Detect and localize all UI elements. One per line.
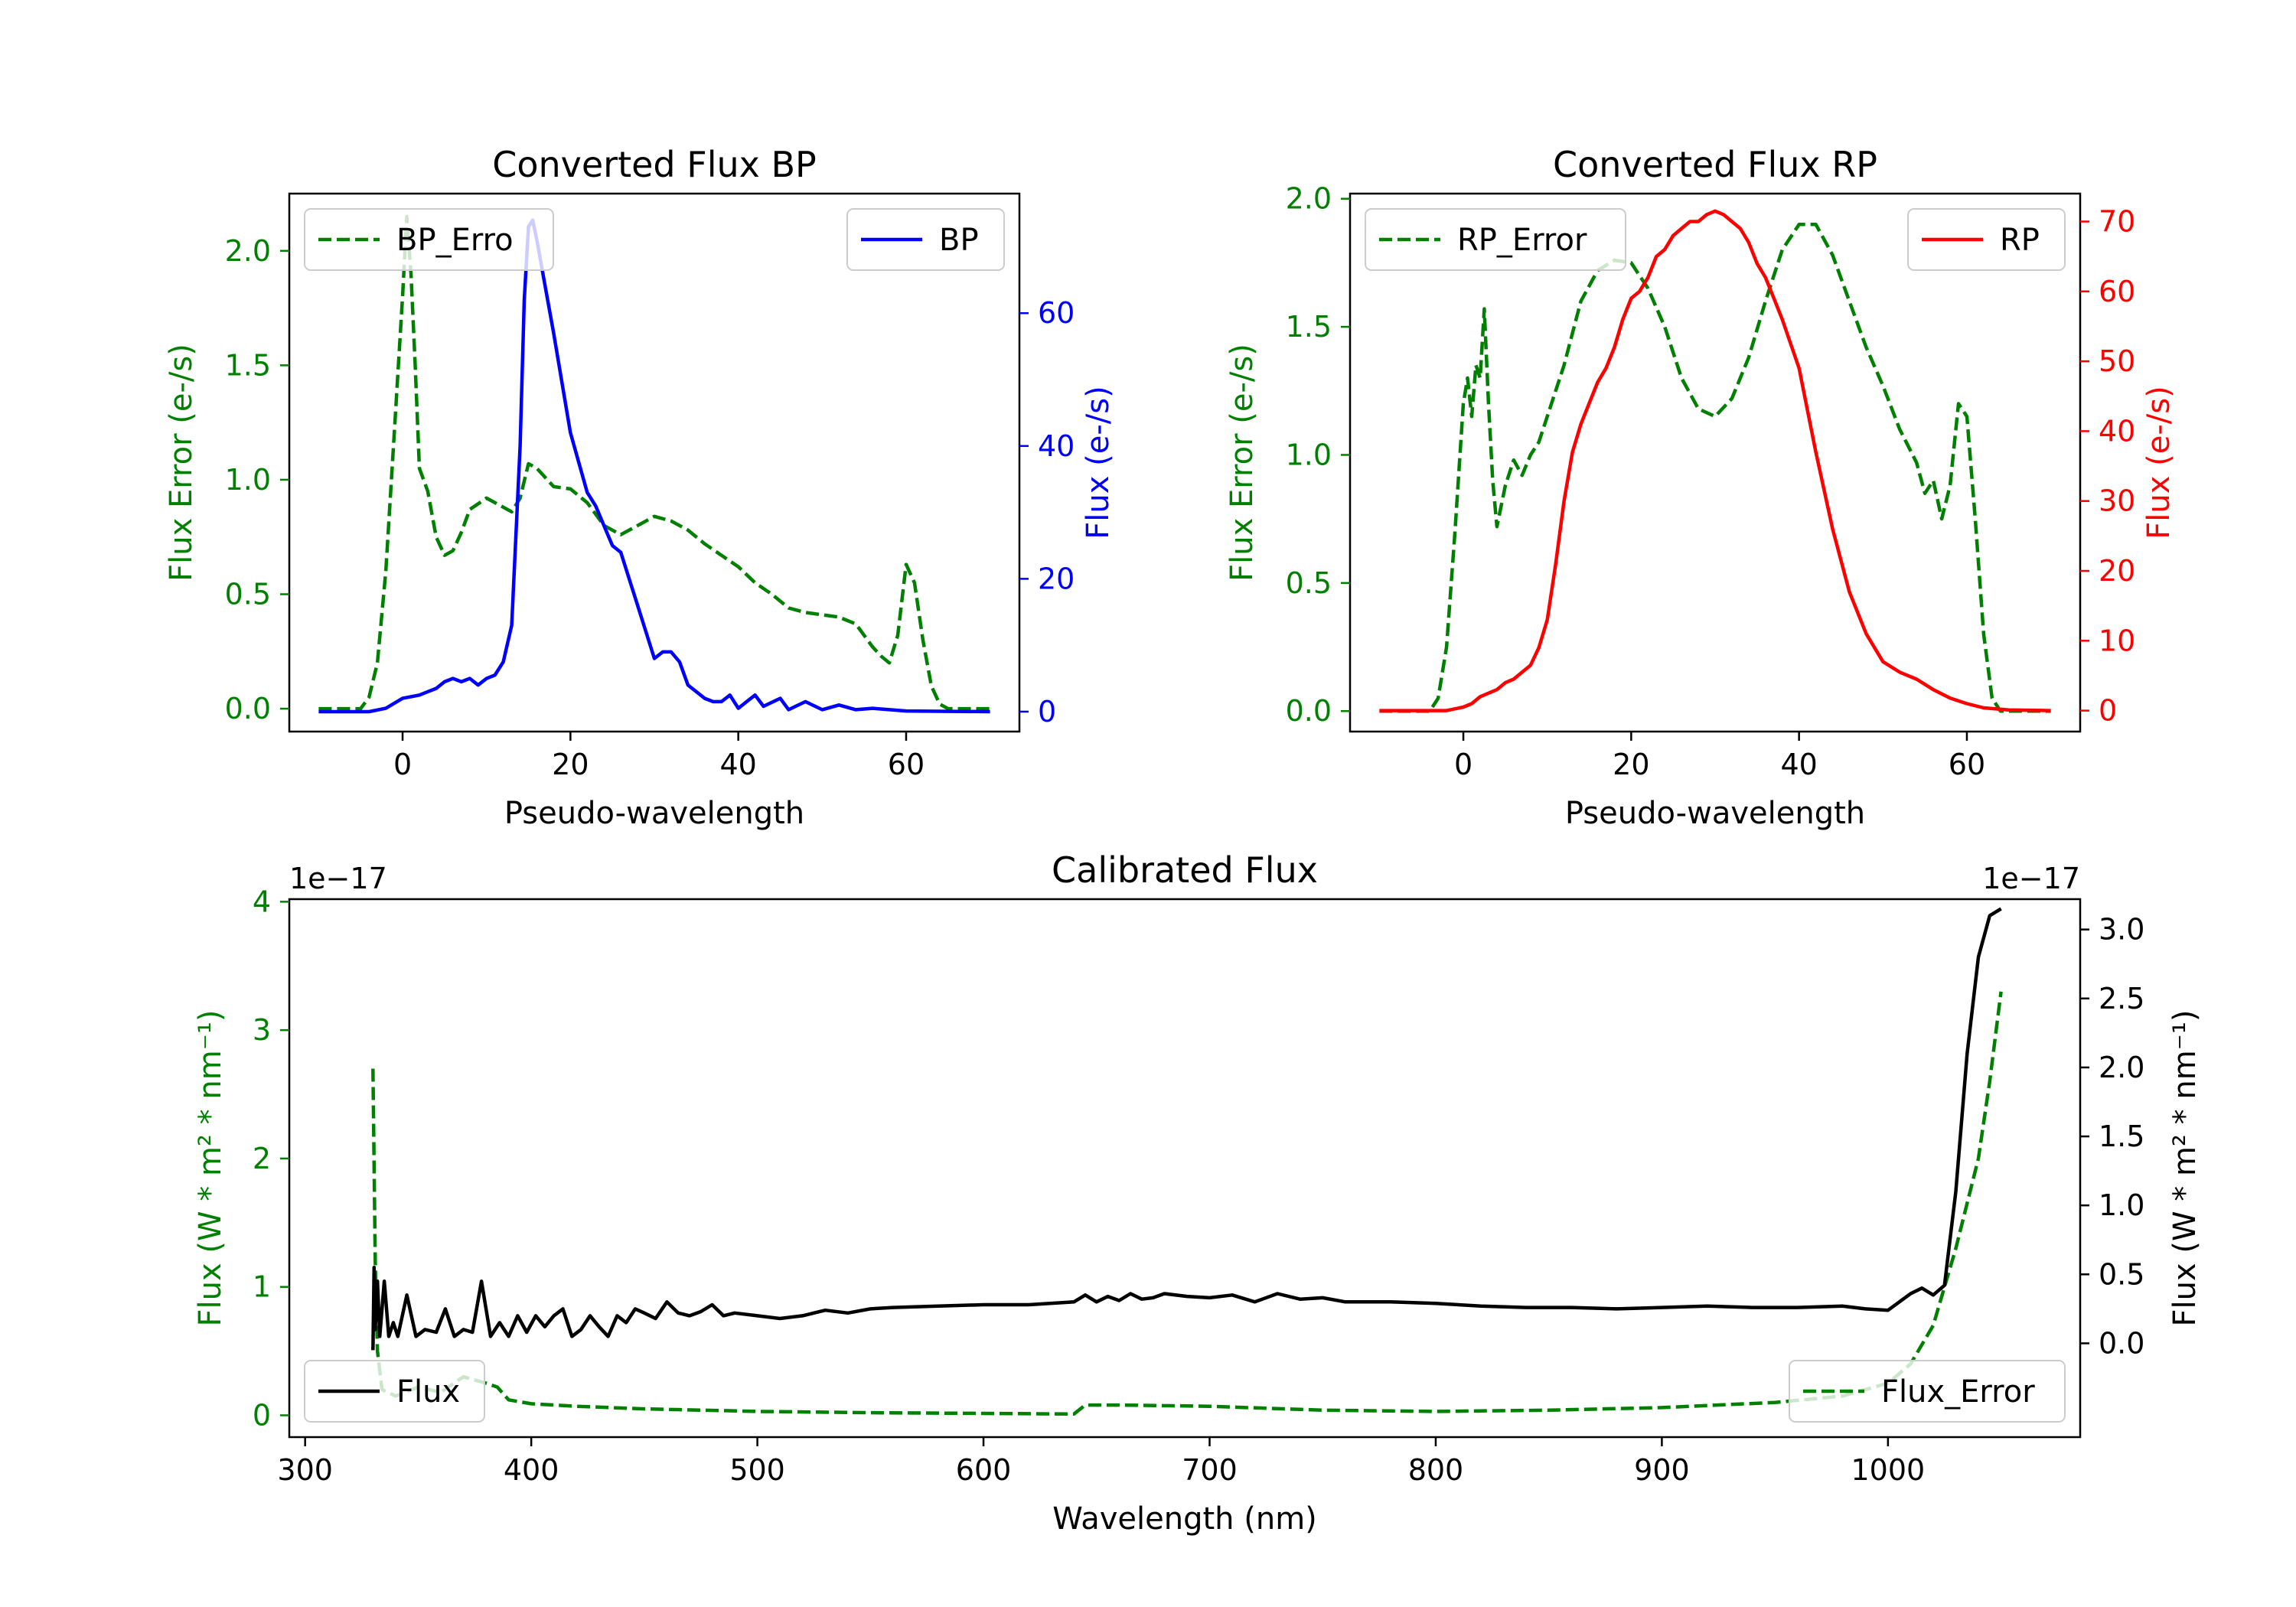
bp-ytick-left-label: 1.0	[225, 463, 271, 497]
rp-legend-right-box	[1907, 208, 2066, 271]
bp-ytick-right-label: 0	[1038, 695, 1056, 729]
rp-ylabel-right: Flux (e-/s)	[2141, 386, 2177, 539]
panel-rp: 0 20 40 60 0.0 0.5 1.0 1.5 2.0 0 10 20 30 40 50 60 70 Con…	[1225, 144, 2177, 831]
calibrated-legend-left-box	[304, 1360, 485, 1423]
bp-legend-right: BP	[846, 208, 1005, 271]
calibrated-ytick-right-label: 1.5	[2099, 1120, 2144, 1153]
bp-ytick-right-label: 60	[1038, 296, 1075, 330]
bp-ytick-left-label: 0.0	[225, 692, 271, 725]
calibrated-xtick-label: 600	[956, 1453, 1012, 1487]
calibrated-legend-right: Flux_Error	[1789, 1360, 2066, 1423]
rp-xtick-label: 20	[1613, 748, 1649, 781]
rp-xlabel: Pseudo-wavelength	[1565, 796, 1865, 831]
rp-ylabel-left: Flux Error (e-/s)	[1225, 344, 1260, 582]
rp-axes-frame	[1349, 192, 2082, 733]
rp-ytick-left-label: 1.0	[1286, 438, 1332, 471]
calibrated-ytick-right-label: 2.0	[2099, 1051, 2144, 1084]
rp-legend-left-label: RP_Error	[1457, 223, 1587, 258]
bp-xtick-label: 0	[393, 748, 412, 781]
bp-ytick-right-label: 20	[1038, 562, 1075, 595]
bp-xtick-label: 40	[719, 748, 756, 781]
rp-xtick-label: 0	[1454, 748, 1473, 781]
panel-bp: 0 20 40 60 0.0 0.5 1.0 1.5 2.0 0 20 40 60 Converted F…	[164, 144, 1116, 831]
calibrated-offset-right: 1e−17	[1982, 862, 2080, 895]
calibrated-ytick-right-label: 0.0	[2099, 1326, 2144, 1360]
calibrated-xtick-label: 500	[729, 1453, 785, 1487]
rp-ytick-right-label: 60	[2099, 275, 2135, 308]
rp-title: Converted Flux RP	[1553, 144, 1877, 185]
calibrated-ytick-right-label: 1.0	[2099, 1188, 2144, 1222]
bp-xtick-label: 60	[888, 748, 925, 781]
rp-ytick-left-label: 1.5	[1286, 310, 1332, 344]
bp-legend-left-label: BP_Erro	[396, 223, 514, 258]
calibrated-offset-left: 1e−17	[289, 862, 387, 895]
bp-series-bp-error	[318, 214, 990, 711]
calibrated-xtick-label: 1000	[1851, 1453, 1926, 1487]
calibrated-xtick-label: 700	[1182, 1453, 1238, 1487]
calibrated-xtick-label: 400	[504, 1453, 559, 1487]
bp-legend-right-label: BP	[939, 223, 979, 258]
rp-legend-right: RP	[1907, 208, 2066, 271]
rp-ytick-right-label: 30	[2099, 484, 2135, 518]
bp-ylabel-right: Flux (e-/s)	[1081, 386, 1116, 539]
calibrated-legend-left-label: Flux	[396, 1374, 460, 1410]
rp-ytick-left-label: 0.5	[1286, 566, 1332, 600]
calibrated-ytick-right-label: 0.5	[2099, 1257, 2144, 1291]
rp-legend-right-label: RP	[2000, 223, 2040, 258]
bp-axes-frame	[288, 192, 1021, 733]
calibrated-series-flux	[371, 907, 2002, 1351]
rp-ytick-right-label: 70	[2099, 205, 2135, 239]
calibrated-xtick-label: 900	[1634, 1453, 1690, 1487]
calibrated-ytick-right-label: 3.0	[2099, 913, 2144, 947]
rp-series-rp-error	[1379, 222, 2051, 713]
calibrated-ytick-left-label: 3	[253, 1013, 271, 1047]
bp-ylabel-left: Flux Error (e-/s)	[164, 344, 199, 582]
calibrated-xtick-label: 300	[277, 1453, 333, 1487]
calibrated-ytick-right-label: 2.5	[2099, 982, 2144, 1015]
bp-legend-left: BP_Erro	[304, 208, 554, 271]
bp-series-bp	[318, 218, 990, 714]
rp-ytick-right-label: 10	[2099, 624, 2135, 657]
calibrated-title: Calibrated Flux	[1052, 849, 1318, 891]
bp-xtick-label: 20	[552, 748, 589, 781]
rp-series-rp	[1379, 209, 2051, 712]
calibrated-legend-left: Flux	[304, 1360, 485, 1423]
bp-ytick-right-label: 40	[1038, 429, 1075, 463]
bp-ytick-left-label: 2.0	[225, 234, 271, 268]
bp-xlabel: Pseudo-wavelength	[504, 796, 804, 831]
rp-ytick-right-label: 40	[2099, 414, 2135, 448]
calibrated-ylabel-right: Flux (W * m² * nm⁻¹)	[2167, 1010, 2203, 1327]
rp-xtick-label: 60	[1949, 748, 1985, 781]
calibrated-xlabel: Wavelength (nm)	[1052, 1501, 1317, 1537]
rp-xtick-label: 40	[1780, 748, 1817, 781]
bp-legend-right-box	[846, 208, 1005, 271]
bp-ytick-left-label: 0.5	[225, 578, 271, 611]
rp-ytick-right-label: 20	[2099, 554, 2135, 588]
calibrated-ylabel-left: Flux (W * m² * nm⁻¹)	[193, 1010, 228, 1327]
rp-ytick-left-label: 2.0	[1286, 182, 1332, 216]
rp-legend-left-box	[1365, 208, 1626, 271]
calibrated-legend-right-box	[1789, 1360, 2066, 1423]
calibrated-xtick-label: 800	[1408, 1453, 1464, 1487]
calibrated-ytick-left-label: 2	[253, 1142, 271, 1175]
calibrated-axes-frame	[288, 898, 2082, 1439]
calibrated-legend-right-label: Flux_Error	[1881, 1374, 2035, 1410]
rp-legend-left: RP_Error	[1365, 208, 1626, 271]
panel-calibrated: 300 400 500 600 700 800 900 1000 0 1 2 3 4 0.0 0.5 1.0 1…	[193, 849, 2203, 1537]
bp-title: Converted Flux BP	[492, 144, 817, 185]
bp-ytick-left-label: 1.5	[225, 348, 271, 382]
bp-legend-left-box	[304, 208, 554, 271]
rp-ytick-left-label: 0.0	[1286, 694, 1332, 728]
rp-ytick-right-label: 0	[2099, 694, 2117, 728]
rp-ytick-right-label: 50	[2099, 344, 2135, 378]
calibrated-ytick-left-label: 4	[253, 885, 271, 918]
calibrated-ytick-left-label: 0	[253, 1398, 271, 1432]
calibrated-ytick-left-label: 1	[253, 1270, 271, 1304]
